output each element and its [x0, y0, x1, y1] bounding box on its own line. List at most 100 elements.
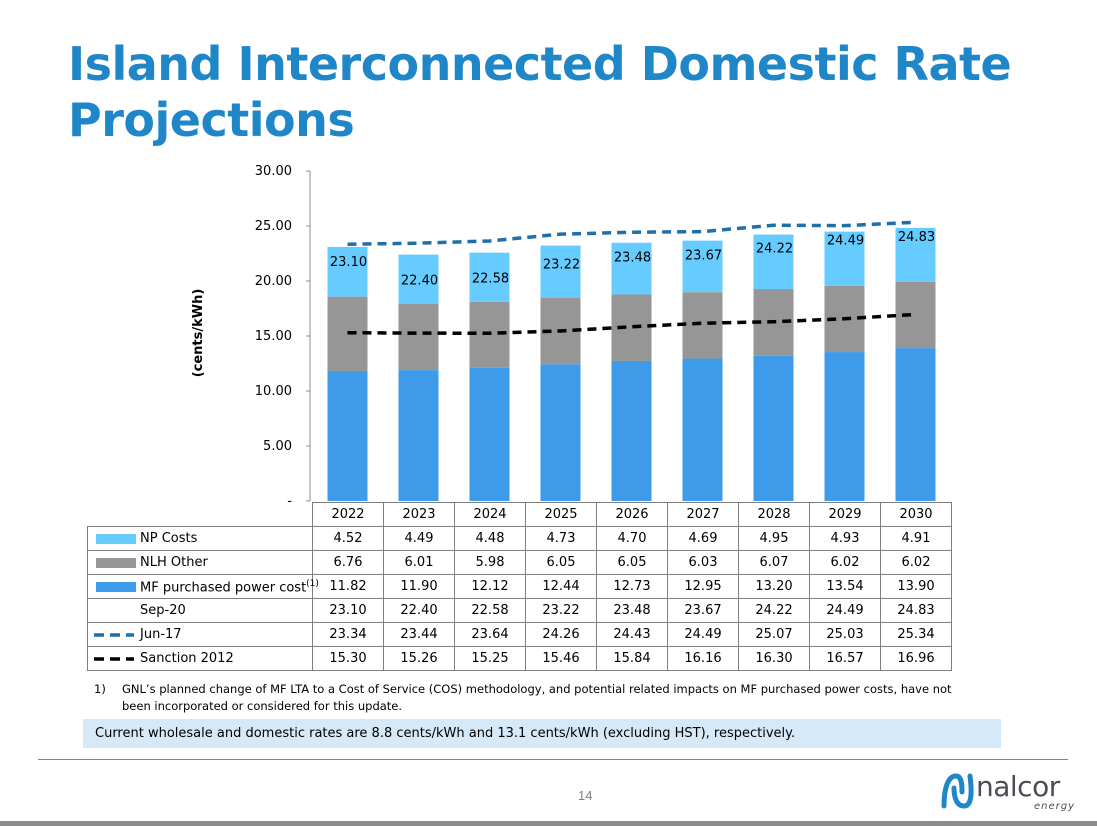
- table-cell: 24.26: [525, 622, 597, 647]
- bar-nlh-other-2027: [682, 292, 723, 359]
- table-cell: 25.34: [880, 622, 952, 647]
- table-cell: 4.52: [312, 526, 384, 551]
- table-cell: 4.93: [809, 526, 881, 551]
- bar-mf-purchased-power-cost-2022: [327, 370, 368, 501]
- table-row-label: Sep-20: [87, 598, 313, 623]
- total-label-2026: 23.48: [614, 251, 651, 266]
- legend-label: MF purchased power cost(1): [140, 579, 319, 596]
- footer-divider: [38, 759, 1068, 760]
- table-year-header: 2022: [312, 502, 384, 527]
- table-cell: 6.05: [525, 550, 597, 575]
- total-label-2022: 23.10: [330, 255, 367, 270]
- bottom-border: [0, 821, 1097, 826]
- total-label-2028: 24.22: [756, 242, 793, 257]
- table-cell: 6.02: [809, 550, 881, 575]
- bar-np-costs-2030: [895, 227, 936, 282]
- footnote-text: GNL’s planned change of MF LTA to a Cost…: [122, 682, 952, 713]
- table-cell: 5.98: [454, 550, 526, 575]
- table-row-label: NP Costs: [87, 526, 313, 551]
- table-cell: 6.76: [312, 550, 384, 575]
- y-tick-label: 15.00: [255, 329, 292, 344]
- y-tick-label: 30.00: [255, 164, 292, 179]
- table-cell: 12.44: [525, 574, 597, 599]
- footnote-number: 1): [94, 682, 106, 696]
- y-tick-label: 10.00: [255, 384, 292, 399]
- bar-np-costs-2025: [540, 245, 581, 298]
- table-cell: 16.96: [880, 646, 952, 671]
- table-cell: 13.90: [880, 574, 952, 599]
- bar-mf-purchased-power-cost-2027: [682, 358, 723, 501]
- table-year-header: 2023: [383, 502, 455, 527]
- table-row-mf-purchased-power-cost: MF purchased power cost(1) 11.82 11.90 12.1…: [87, 574, 952, 599]
- table-cell: 4.95: [738, 526, 810, 551]
- slide-title: Island Interconnected Domestic Rate Proj…: [68, 37, 1012, 147]
- table-cell: 6.07: [738, 550, 810, 575]
- legend-label: Sanction 2012: [140, 651, 234, 666]
- table-cell: 24.83: [880, 598, 952, 623]
- table-row-sanction-2012: Sanction 2012 15.30 15.26 15.25 15.46 15.84 16…: [87, 646, 952, 671]
- bar-mf-purchased-power-cost-2028: [753, 355, 794, 501]
- table-cell: 23.34: [312, 622, 384, 647]
- table-header-row: 2022 2023 2024 2025 2026 2027 2028 2029 2030: [88, 502, 952, 527]
- bar-mf-purchased-power-cost-2029: [824, 352, 865, 501]
- table-cell: 15.26: [383, 646, 455, 671]
- table-cell: 6.03: [667, 550, 739, 575]
- table-cell: 23.22: [525, 598, 597, 623]
- table-cell: 4.70: [596, 526, 668, 551]
- stacked-bar-chart: - 5.00 10.00 15.00 20.00 25.00 30.00 (cents/kWh…: [191, 164, 936, 509]
- bar-nlh-other-2030: [895, 281, 936, 349]
- y-tick-label: 20.00: [255, 274, 292, 289]
- y-tick-label: -: [287, 494, 292, 509]
- table-cell: 6.02: [880, 550, 952, 575]
- table-row-jun-17: Jun-17 23.34 23.44 23.64 24.26 24.43 24.49 25.0…: [87, 622, 952, 647]
- data-table: 2022 2023 2024 2025 2026 2027 2028 2029 2030 NP C…: [87, 502, 952, 671]
- table-cell: 11.90: [383, 574, 455, 599]
- bar-mf-purchased-power-cost-2030: [895, 348, 936, 501]
- bar-np-costs-2026: [611, 242, 652, 295]
- y-tick-label: 25.00: [255, 219, 292, 234]
- bar-np-costs-2027: [682, 240, 723, 293]
- table-row-sep-20: Sep-20 23.10 22.40 22.58 23.22 23.48 23.67 24.2…: [87, 598, 952, 623]
- table-cell: 6.01: [383, 550, 455, 575]
- logo-subtext: energy: [1034, 801, 1076, 812]
- bar-np-costs-2029: [824, 231, 865, 286]
- table-row-label: Jun-17: [87, 622, 313, 647]
- table-year-header: 2025: [525, 502, 597, 527]
- table-row-nlh-other: NLH Other 6.76 6.01 5.98 6.05 6.05 6.03 6.07 6.0…: [87, 550, 952, 575]
- table-cell: 23.48: [596, 598, 668, 623]
- table-row-label: Sanction 2012: [87, 646, 313, 671]
- table-corner: [88, 503, 313, 527]
- bar-mf-purchased-power-cost-2026: [611, 360, 652, 501]
- table-cell: 25.03: [809, 622, 881, 647]
- table-cell: 4.69: [667, 526, 739, 551]
- logo-text: nalcor: [976, 770, 1060, 803]
- table-cell: 15.84: [596, 646, 668, 671]
- table-cell: 12.12: [454, 574, 526, 599]
- table-cell: 13.54: [809, 574, 881, 599]
- table-row-np-costs: NP Costs 4.52 4.49 4.48 4.73 4.70 4.69 4.95 4.93…: [87, 526, 952, 551]
- table-row-label: MF purchased power cost(1): [87, 574, 319, 599]
- table-cell: 12.95: [667, 574, 739, 599]
- table-year-header: 2027: [667, 502, 739, 527]
- table-cell: 13.20: [738, 574, 810, 599]
- total-label-2030: 24.83: [898, 230, 935, 245]
- page-number: 14: [578, 788, 593, 803]
- footnote-marker: (1): [306, 579, 319, 589]
- table-cell: 15.46: [525, 646, 597, 671]
- total-label-2029: 24.49: [827, 234, 864, 249]
- legend-swatch: [96, 558, 136, 568]
- table-cell: 24.49: [809, 598, 881, 623]
- bar-nlh-other-2023: [398, 303, 439, 371]
- bar-np-costs-2028: [753, 234, 794, 290]
- table-cell: 15.25: [454, 646, 526, 671]
- table-cell: 24.43: [596, 622, 668, 647]
- legend-dash-key: [94, 633, 134, 637]
- legend-swatch: [96, 582, 136, 592]
- table-row-label: NLH Other: [87, 550, 313, 575]
- table-cell: 24.49: [667, 622, 739, 647]
- total-label-2024: 22.58: [472, 272, 509, 287]
- table-year-header: 2030: [880, 502, 952, 527]
- table-cell: 25.07: [738, 622, 810, 647]
- bar-mf-purchased-power-cost-2024: [469, 367, 510, 501]
- table-cell: 24.22: [738, 598, 810, 623]
